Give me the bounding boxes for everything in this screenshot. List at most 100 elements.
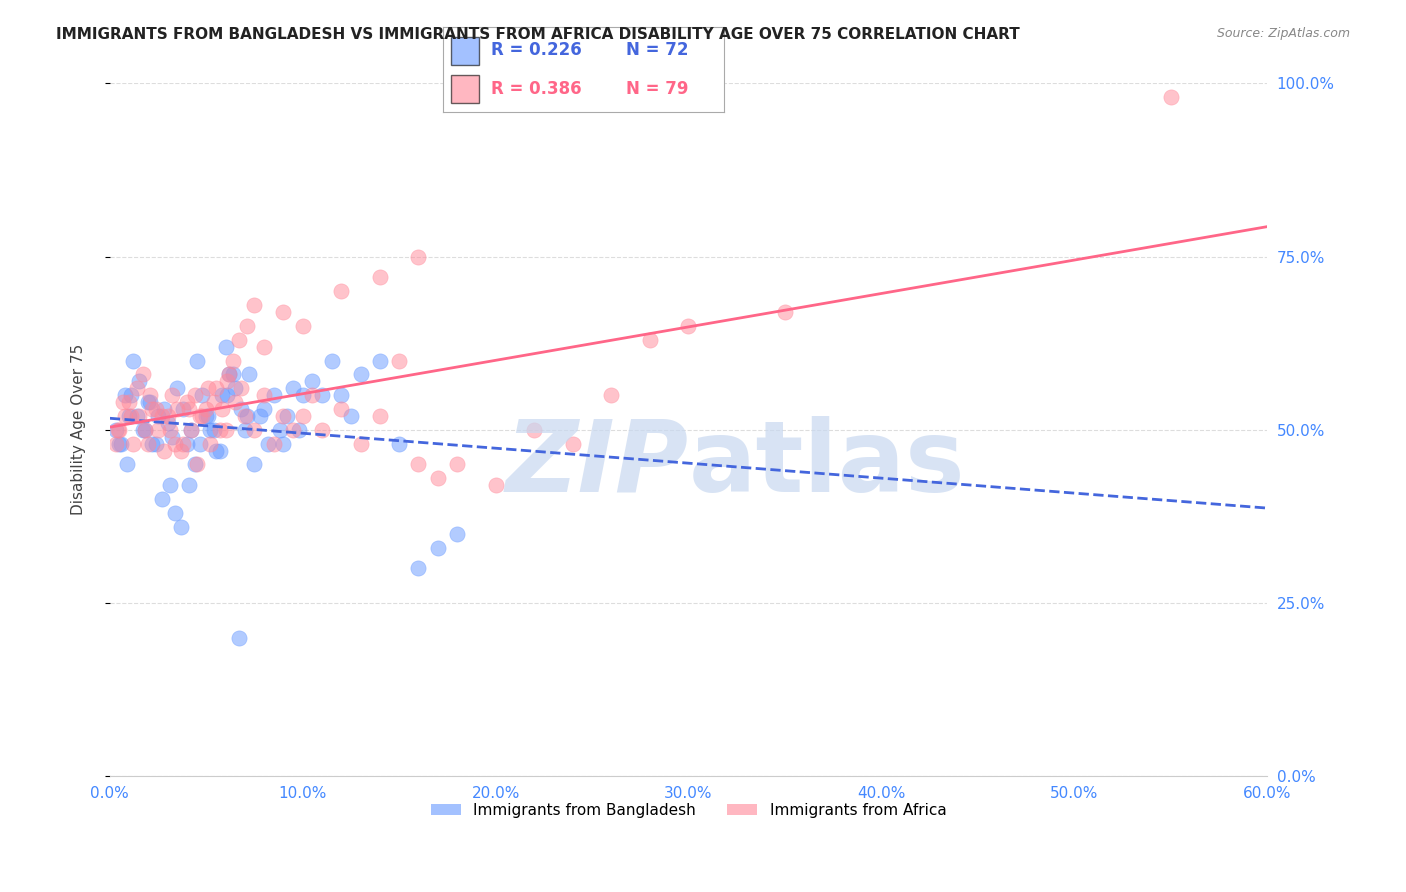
- Point: [138, 436, 160, 450]
- Point: [202, 423, 225, 437]
- Point: [408, 250, 430, 264]
- Point: [222, 353, 245, 368]
- Point: [263, 388, 285, 402]
- Point: [349, 368, 371, 382]
- Point: [229, 381, 252, 395]
- Point: [330, 388, 353, 402]
- FancyBboxPatch shape: [451, 37, 479, 65]
- Point: [122, 353, 145, 368]
- Point: [368, 270, 391, 285]
- Point: [211, 388, 233, 402]
- Point: [301, 388, 323, 402]
- Point: [114, 409, 136, 423]
- Point: [236, 409, 259, 423]
- Point: [249, 409, 271, 423]
- Text: R = 0.386: R = 0.386: [491, 79, 581, 97]
- Point: [243, 423, 266, 437]
- Point: [166, 381, 188, 395]
- Point: [195, 409, 218, 423]
- Point: [145, 436, 167, 450]
- Point: [291, 318, 314, 333]
- Point: [150, 492, 173, 507]
- Text: Source: ZipAtlas.com: Source: ZipAtlas.com: [1216, 27, 1350, 40]
- Text: N = 79: N = 79: [626, 79, 688, 97]
- Text: R = 0.226: R = 0.226: [491, 42, 582, 60]
- Point: [368, 409, 391, 423]
- Point: [159, 478, 181, 492]
- Point: [131, 423, 153, 437]
- Point: [177, 478, 200, 492]
- Point: [108, 436, 131, 450]
- Point: [236, 318, 259, 333]
- Point: [228, 333, 250, 347]
- Point: [224, 395, 246, 409]
- Text: ZIP: ZIP: [505, 416, 689, 513]
- Text: atlas: atlas: [689, 416, 965, 513]
- Point: [128, 409, 150, 423]
- Point: [208, 443, 231, 458]
- Point: [180, 423, 202, 437]
- Point: [291, 409, 314, 423]
- Point: [198, 436, 221, 450]
- Point: [172, 436, 194, 450]
- Point: [217, 388, 239, 402]
- Text: N = 72: N = 72: [626, 42, 688, 60]
- Point: [291, 388, 314, 402]
- Point: [368, 353, 391, 368]
- Point: [138, 395, 160, 409]
- Point: [253, 402, 276, 417]
- Point: [229, 402, 252, 417]
- Legend: Immigrants from Bangladesh, Immigrants from Africa: Immigrants from Bangladesh, Immigrants f…: [425, 797, 952, 824]
- Point: [243, 458, 266, 472]
- Point: [311, 388, 333, 402]
- Point: [120, 388, 142, 402]
- Point: [233, 423, 256, 437]
- Point: [202, 395, 225, 409]
- Point: [214, 340, 236, 354]
- Point: [176, 395, 198, 409]
- Point: [408, 561, 430, 575]
- Point: [160, 388, 183, 402]
- Point: [125, 381, 148, 395]
- Text: IMMIGRANTS FROM BANGLADESH VS IMMIGRANTS FROM AFRICA DISABILITY AGE OVER 75 CORR: IMMIGRANTS FROM BANGLADESH VS IMMIGRANTS…: [56, 27, 1019, 42]
- Point: [183, 388, 205, 402]
- Point: [276, 409, 298, 423]
- Point: [198, 423, 221, 437]
- Point: [156, 416, 179, 430]
- Point: [107, 423, 129, 437]
- Point: [253, 388, 276, 402]
- Point: [183, 458, 205, 472]
- Point: [141, 402, 163, 417]
- Point: [243, 298, 266, 312]
- Point: [311, 423, 333, 437]
- Point: [120, 409, 142, 423]
- Point: [388, 353, 411, 368]
- Point: [217, 374, 239, 388]
- Point: [484, 478, 506, 492]
- Point: [321, 353, 343, 368]
- Point: [228, 631, 250, 645]
- Point: [205, 443, 228, 458]
- Point: [273, 436, 295, 450]
- FancyBboxPatch shape: [451, 75, 479, 103]
- Point: [600, 388, 623, 402]
- Point: [165, 506, 187, 520]
- Point: [145, 402, 167, 417]
- Point: [170, 520, 193, 534]
- Point: [301, 374, 323, 388]
- Point: [281, 423, 304, 437]
- Point: [134, 423, 156, 437]
- Point: [112, 395, 135, 409]
- Point: [330, 285, 353, 299]
- Point: [186, 458, 208, 472]
- Point: [426, 541, 449, 555]
- Point: [141, 436, 163, 450]
- Point: [197, 409, 219, 423]
- Point: [408, 458, 430, 472]
- Point: [139, 395, 162, 409]
- Point: [349, 436, 371, 450]
- Point: [388, 436, 411, 450]
- Point: [263, 436, 285, 450]
- Point: [269, 423, 291, 437]
- Point: [197, 381, 219, 395]
